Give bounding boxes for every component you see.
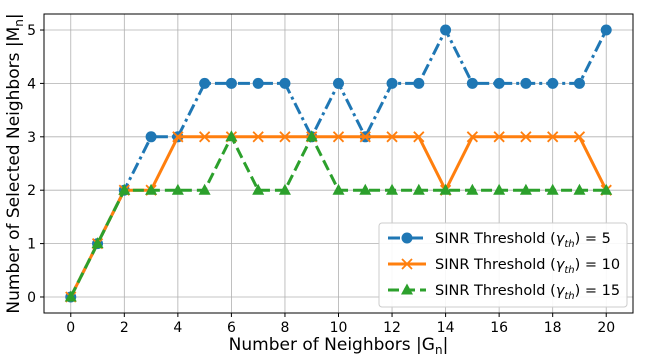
x-tick-label: 12 — [383, 320, 401, 336]
data-point — [520, 131, 532, 143]
legend-marker — [401, 283, 413, 295]
data-point — [412, 183, 425, 195]
x-tick-label: 0 — [66, 320, 75, 336]
data-point — [172, 131, 184, 143]
data-point — [547, 77, 559, 89]
data-point — [386, 183, 399, 195]
legend: SINR Threshold (γth) = 5 SINR Threshold (… — [378, 222, 628, 308]
x-tick-label: 18 — [544, 320, 562, 336]
legend-label: SINR Threshold (γth) = 15 — [435, 283, 620, 302]
data-point — [225, 130, 238, 142]
data-point — [573, 77, 585, 89]
data-point — [198, 131, 211, 143]
x-tick-label: 16 — [490, 320, 508, 336]
x-axis-label: Number of Neighbors |Gn| — [229, 335, 449, 356]
data-point — [386, 77, 398, 89]
data-point — [332, 131, 345, 143]
legend-marker — [401, 258, 413, 270]
data-point — [225, 77, 237, 89]
x-axis-ticks: 0 2 4 6 8 10 12 14 16 18 20 — [66, 313, 615, 336]
legend-label: SINR Threshold (γth) = 10 — [435, 257, 620, 276]
legend-item: SINR Threshold (γth) = 15 — [388, 283, 620, 302]
data-point — [493, 131, 505, 143]
x-tick-label: 6 — [227, 320, 236, 336]
legend-marker — [401, 232, 413, 244]
data-point — [359, 183, 372, 195]
data-point — [64, 290, 77, 302]
data-point — [386, 131, 398, 143]
y-tick-label: 5 — [27, 23, 36, 39]
data-point — [519, 183, 532, 195]
data-point — [252, 77, 264, 89]
data-point — [413, 131, 425, 143]
data-point — [145, 183, 158, 195]
legend-item: SINR Threshold (γth) = 10 — [388, 257, 620, 276]
data-point — [279, 77, 291, 89]
data-point — [171, 183, 184, 195]
data-point — [466, 183, 479, 195]
y-tick-label: 1 — [27, 237, 36, 253]
data-point — [252, 131, 264, 143]
y-tick-label: 0 — [27, 290, 36, 306]
y-tick-label: 4 — [27, 76, 36, 92]
data-point — [278, 183, 291, 195]
data-point — [332, 183, 345, 195]
x-tick-label: 2 — [120, 320, 129, 336]
data-point — [573, 183, 586, 195]
data-point — [466, 77, 478, 89]
data-point — [91, 237, 104, 249]
x-tick-label: 4 — [173, 320, 182, 336]
x-tick-label: 8 — [280, 320, 289, 336]
data-point — [118, 183, 131, 195]
data-point — [359, 131, 371, 143]
legend-box — [378, 222, 628, 308]
data-point — [145, 131, 157, 143]
data-point — [199, 77, 211, 89]
y-tick-label: 3 — [27, 130, 36, 146]
data-point — [546, 183, 559, 195]
y-tick-label: 2 — [27, 183, 36, 199]
series-3 — [64, 130, 613, 302]
y-axis-ticks: 0 1 2 3 4 5 — [27, 23, 44, 306]
data-point — [198, 183, 211, 195]
series-layer — [64, 24, 613, 303]
data-point — [600, 183, 613, 195]
x-tick-label: 14 — [437, 320, 455, 336]
legend-label: SINR Threshold (γth) = 5 — [435, 231, 611, 250]
data-point — [547, 131, 559, 143]
data-point — [493, 183, 506, 195]
data-point — [466, 131, 479, 143]
data-point — [439, 183, 452, 195]
data-point — [520, 77, 532, 89]
data-point — [573, 131, 586, 143]
data-point — [279, 131, 291, 143]
data-point — [252, 183, 265, 195]
data-point — [413, 77, 425, 89]
data-point — [305, 130, 318, 142]
x-tick-label: 10 — [330, 320, 348, 336]
y-axis-label: Number of Selected Neighbors |Mn| — [4, 13, 26, 313]
data-point — [600, 24, 612, 36]
data-point — [493, 77, 505, 89]
x-tick-label: 20 — [597, 320, 615, 336]
data-point — [333, 77, 344, 89]
legend-item: SINR Threshold (γth) = 5 — [388, 231, 611, 250]
data-point — [440, 24, 452, 36]
